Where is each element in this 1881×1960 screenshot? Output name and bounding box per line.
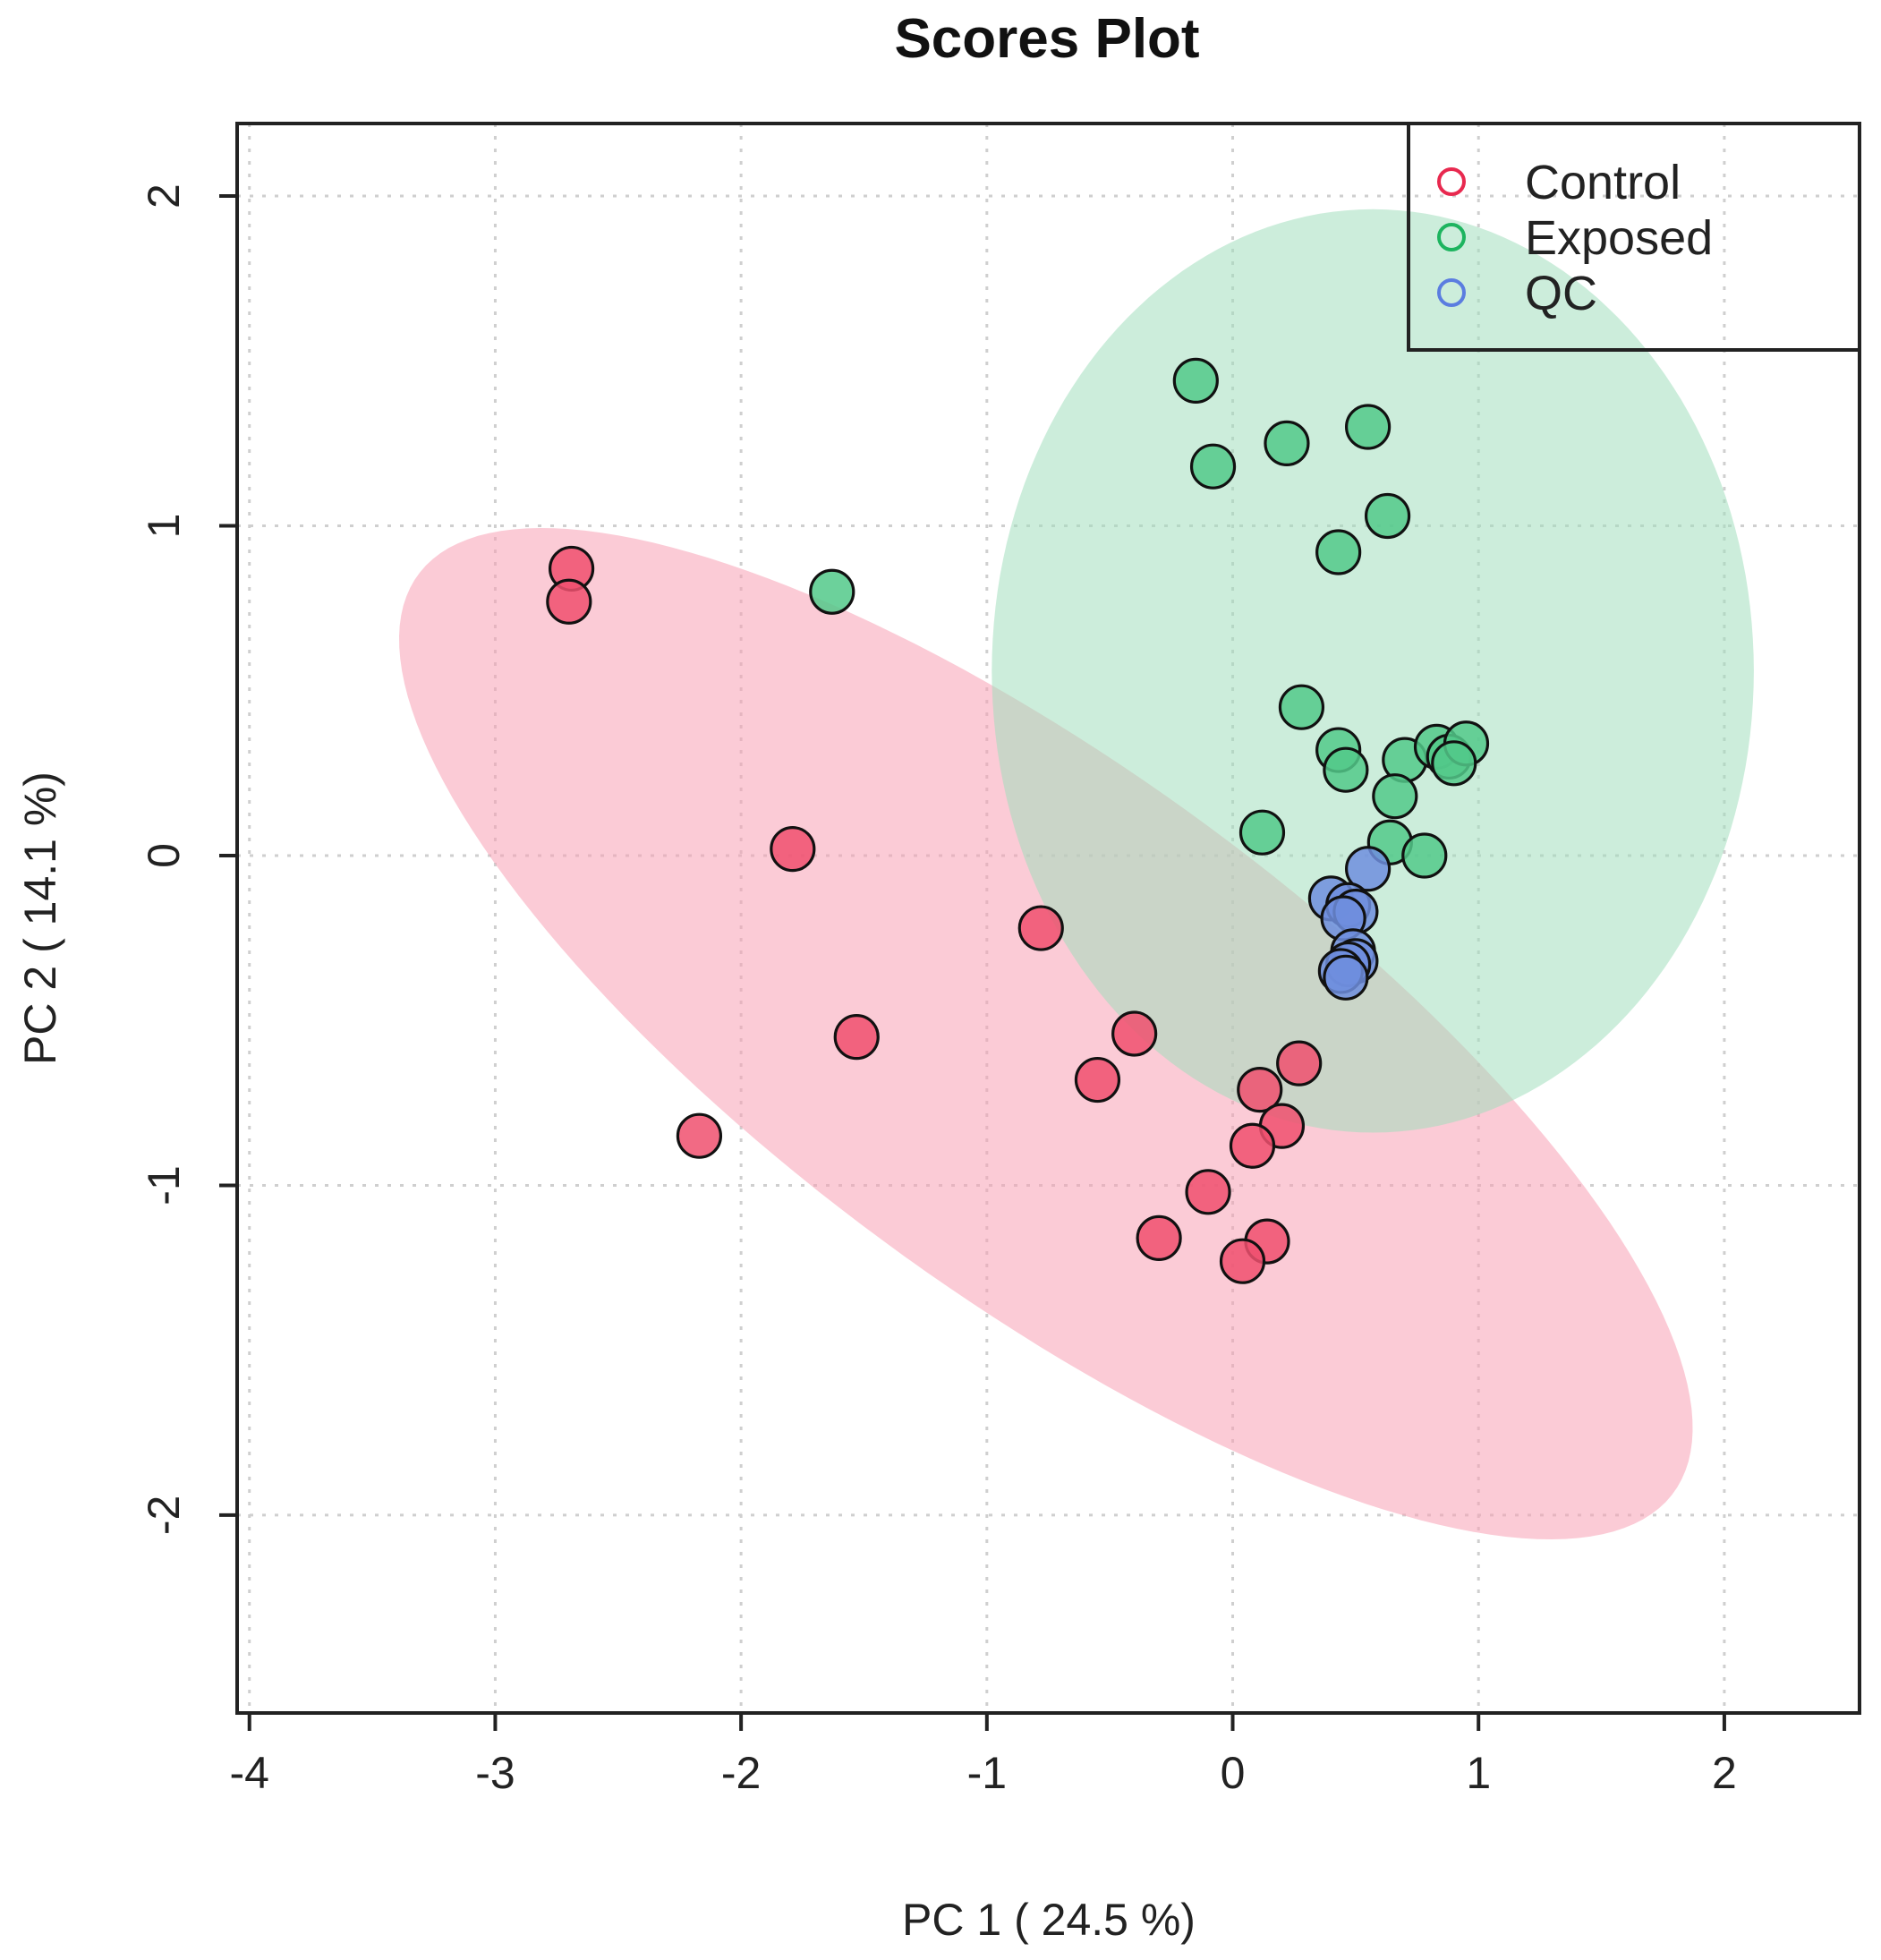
y-tick-label: 1	[139, 514, 189, 539]
legend-marker-control	[1437, 167, 1466, 196]
point-exposed	[1372, 773, 1418, 820]
point-exposed	[1345, 404, 1392, 450]
confidence-ellipses	[399, 209, 1754, 1539]
point-control	[1074, 1056, 1121, 1104]
point-exposed	[1364, 492, 1411, 540]
legend-label-control: Control	[1525, 156, 1681, 209]
x-tick-label: 2	[1712, 1748, 1737, 1798]
ellipse-exposed	[992, 209, 1754, 1133]
data-points	[546, 357, 1490, 1284]
point-exposed	[1189, 443, 1237, 490]
legend-box	[1407, 122, 1861, 352]
point-exposed	[1172, 357, 1219, 405]
point-control	[770, 826, 816, 873]
point-exposed	[1278, 684, 1325, 730]
point-qc	[1323, 954, 1369, 1001]
point-control	[1219, 1238, 1266, 1284]
y-axis-ticks: -2 -1 0 1 2	[139, 183, 237, 1535]
point-control	[1111, 1010, 1158, 1057]
point-exposed	[1401, 832, 1448, 879]
point-control	[546, 578, 592, 625]
x-tick-label: 1	[1466, 1748, 1491, 1798]
y-tick-label: -2	[139, 1496, 189, 1535]
ellipse-control	[399, 528, 1693, 1539]
plot-frame	[235, 122, 1861, 1715]
point-qc	[1345, 846, 1392, 892]
legend-label-qc: QC	[1525, 267, 1597, 320]
chart-title: Scores Plot	[894, 8, 1199, 70]
legend-marker-qc	[1437, 278, 1466, 307]
x-tick-label: -1	[967, 1748, 1007, 1798]
point-control	[1276, 1040, 1323, 1087]
point-exposed	[1264, 420, 1310, 467]
point-control	[1017, 905, 1064, 951]
x-tick-label: 0	[1221, 1748, 1246, 1798]
point-control	[676, 1112, 723, 1159]
y-axis-label: PC 2 ( 14.1 %)	[15, 771, 65, 1065]
point-control	[833, 1014, 880, 1061]
x-tick-label: -4	[230, 1748, 269, 1798]
point-control	[1185, 1169, 1231, 1215]
point-exposed	[809, 568, 855, 615]
x-tick-label: -3	[475, 1748, 515, 1798]
y-tick-label: -1	[139, 1165, 189, 1205]
point-exposed	[1238, 809, 1286, 856]
point-exposed	[1315, 529, 1362, 575]
legend-marker-exposed	[1437, 223, 1466, 251]
point-exposed	[1431, 740, 1477, 787]
x-tick-label: -2	[721, 1748, 761, 1798]
point-exposed	[1323, 746, 1369, 793]
y-tick-label: 2	[139, 183, 189, 209]
y-tick-label: 0	[139, 843, 189, 868]
point-control	[1229, 1122, 1276, 1169]
point-control	[1136, 1214, 1182, 1262]
x-axis-ticks: -4 -3 -2 -1 0 1 2	[230, 1713, 1737, 1798]
legend-label-exposed: Exposed	[1525, 211, 1713, 265]
point-control	[1237, 1067, 1283, 1113]
x-axis-label: PC 1 ( 24.5 %)	[902, 1895, 1196, 1945]
